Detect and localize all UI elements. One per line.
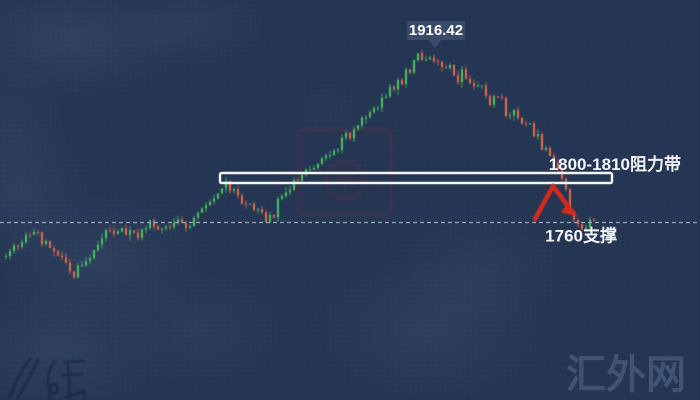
svg-text:汇外网: 汇外网 [566, 353, 686, 397]
svg-text:1916.42: 1916.42 [409, 22, 463, 39]
svg-text:1800-1810阻力带: 1800-1810阻力带 [549, 154, 681, 174]
svg-text:1760支撑: 1760支撑 [545, 226, 617, 246]
